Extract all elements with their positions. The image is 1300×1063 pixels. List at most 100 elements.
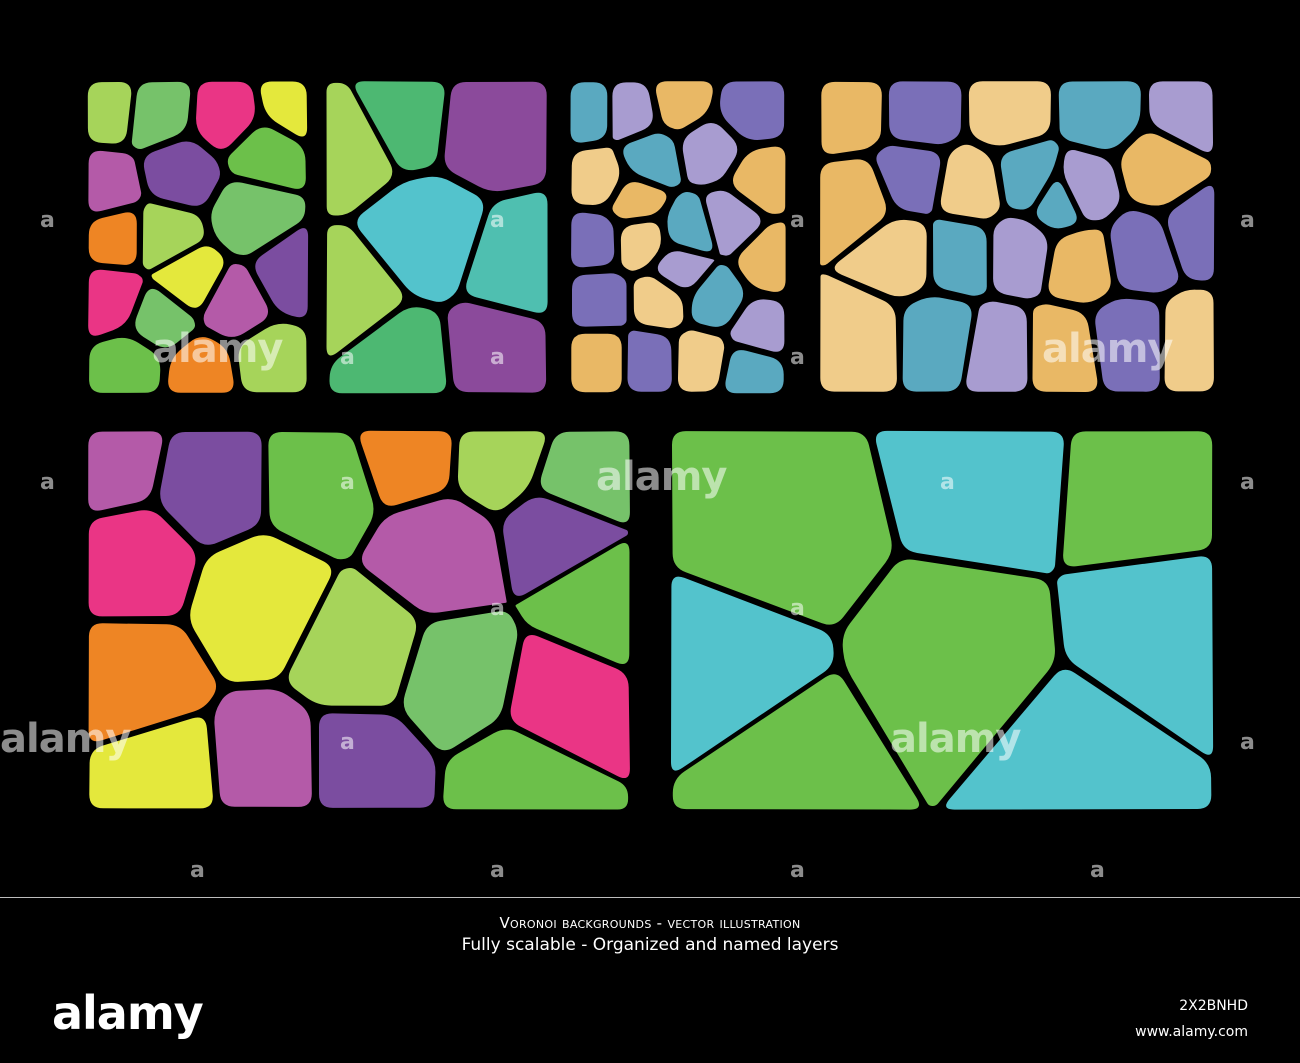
- voronoi-cell: [623, 133, 681, 187]
- caption-subtitle: Fully scalable - Organized and named lay…: [461, 935, 839, 955]
- voronoi-cell: [612, 82, 653, 141]
- watermark-text: alamy: [596, 454, 727, 500]
- panel-top-3: [570, 81, 786, 394]
- voronoi-cell: [993, 217, 1048, 299]
- voronoi-cell: [705, 190, 761, 256]
- voronoi-cell: [1063, 150, 1120, 221]
- voronoi-cell: [88, 431, 163, 511]
- voronoi-cell: [730, 299, 785, 352]
- watermark-text: alamy: [152, 326, 283, 372]
- voronoi-cell: [842, 559, 1055, 806]
- voronoi-cell: [657, 251, 715, 288]
- voronoi-cell: [190, 535, 332, 682]
- voronoi-cell: [1110, 211, 1179, 293]
- voronoi-cell: [203, 264, 269, 337]
- footer-url: www.alamy.com: [1135, 1024, 1248, 1040]
- stock-footer: alamy 2X2BNHD www.alamy.com: [0, 978, 1300, 1063]
- watermark-letter: a: [1090, 858, 1105, 883]
- voronoi-cell: [88, 269, 143, 336]
- voronoi-cell: [732, 146, 786, 214]
- watermark-text: alamy: [1042, 326, 1173, 372]
- footer-image-id: 2X2BNHD: [1179, 998, 1248, 1014]
- voronoi-cell: [268, 431, 374, 560]
- voronoi-cell: [255, 228, 309, 318]
- voronoi-cell: [725, 350, 784, 394]
- voronoi-cell: [672, 674, 920, 810]
- voronoi-cell: [1164, 289, 1214, 392]
- voronoi-cell: [612, 182, 667, 219]
- voronoi-cell: [1000, 140, 1059, 210]
- voronoi-cell: [933, 219, 987, 296]
- voronoi-cell: [633, 276, 684, 329]
- voronoi-cell: [1057, 556, 1214, 755]
- voronoi-cell: [135, 288, 196, 348]
- voronoi-cell: [360, 430, 452, 506]
- voronoi-cell: [1063, 431, 1213, 567]
- voronoi-cell: [670, 576, 834, 771]
- voronoi-cell: [403, 611, 518, 751]
- voronoi-cell: [821, 81, 882, 154]
- voronoi-cell: [89, 337, 161, 393]
- voronoi-cell: [620, 222, 661, 271]
- watermark-letter: a: [790, 596, 805, 621]
- voronoi-cell: [326, 82, 393, 216]
- voronoi-cell: [572, 273, 627, 327]
- voronoi-cell: [540, 431, 630, 523]
- caption-divider: [0, 897, 1300, 898]
- voronoi-cell: [466, 192, 548, 313]
- voronoi-cell: [443, 729, 629, 810]
- voronoi-cell: [966, 301, 1028, 392]
- voronoi-cell: [682, 122, 738, 185]
- voronoi-cell: [211, 182, 306, 255]
- voronoi-cell: [168, 337, 234, 393]
- voronoi-cell: [329, 307, 447, 394]
- voronoi-cell: [288, 568, 417, 706]
- voronoi-cell: [260, 81, 308, 137]
- voronoi-cell: [89, 717, 213, 809]
- watermark-letter: a: [1240, 208, 1255, 233]
- watermark-letter: a: [940, 470, 955, 495]
- watermark-text: alamy: [0, 716, 131, 762]
- voronoi-cell: [1032, 304, 1098, 393]
- voronoi-cell: [946, 669, 1212, 810]
- voronoi-cell: [571, 212, 615, 268]
- panel-bottom-1: [88, 430, 630, 810]
- voronoi-cell: [1048, 229, 1111, 303]
- watermark-letter: a: [490, 858, 505, 883]
- panel-top-2: [326, 81, 548, 394]
- watermark-letter: a: [190, 858, 205, 883]
- voronoi-cell: [160, 431, 262, 545]
- voronoi-cell: [87, 81, 132, 144]
- voronoi-cell: [151, 246, 224, 308]
- voronoi-cell: [1121, 133, 1212, 206]
- watermark-letter: a: [340, 345, 355, 370]
- watermark-letter: a: [1240, 730, 1255, 755]
- watermark-letter: a: [1240, 470, 1255, 495]
- watermark-letter: a: [490, 208, 505, 233]
- voronoi-cell: [627, 330, 672, 392]
- voronoi-cell: [361, 499, 507, 613]
- voronoi-cell: [447, 302, 547, 393]
- voronoi-cell: [1095, 298, 1160, 392]
- voronoi-cell: [503, 497, 628, 596]
- voronoi-cell: [227, 127, 306, 189]
- watermark-letter: a: [40, 208, 55, 233]
- voronoi-cell: [326, 225, 403, 356]
- voronoi-cell: [1058, 81, 1141, 149]
- voronoi-cell: [88, 150, 142, 212]
- voronoi-cell: [820, 159, 886, 266]
- watermark-letter: a: [490, 345, 505, 370]
- voronoi-cell: [196, 81, 255, 149]
- voronoi-cell: [902, 297, 972, 392]
- voronoi-cell: [214, 689, 312, 807]
- voronoi-cell: [691, 264, 744, 327]
- voronoi-cell: [88, 623, 217, 742]
- voronoi-cell: [876, 145, 941, 214]
- footer-logo: alamy: [52, 986, 204, 1040]
- voronoi-cell: [571, 333, 622, 393]
- voronoi-cell: [834, 219, 927, 297]
- watermark-letter: a: [340, 470, 355, 495]
- voronoi-cell: [968, 81, 1051, 146]
- voronoi-cell: [88, 510, 196, 617]
